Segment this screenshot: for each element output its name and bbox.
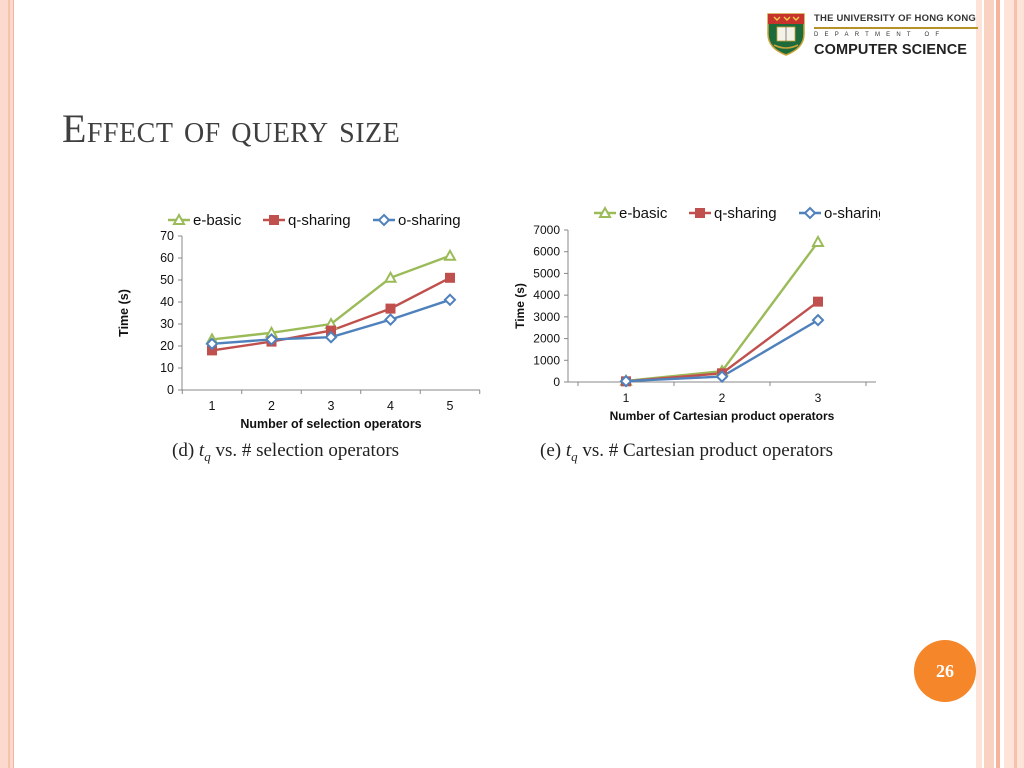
chart-e-svg: 0 1000 2000 3000 4000 5000 6000 7000 1 2 3 Number o… — [513, 205, 887, 423]
data-point-o-sharing — [443, 293, 457, 307]
legend-marker-o-sharing — [803, 206, 817, 220]
data-point-q-sharing — [385, 303, 396, 314]
y-tick-label: 3000 — [533, 310, 560, 324]
left-border-decoration — [0, 0, 14, 768]
legend-marker-e-basic — [172, 212, 186, 225]
caption-e-var: tq — [565, 440, 578, 464]
slide-title: Effect of query size — [62, 106, 401, 151]
data-point-o-sharing — [324, 330, 338, 344]
legend-label-o-sharing: o-sharing — [398, 212, 461, 229]
data-point-q-sharing — [813, 296, 823, 307]
y-tick-label: 0 — [553, 375, 560, 389]
legend-label-q-sharing: q-sharing — [714, 205, 777, 222]
y-tick-label: 1000 — [533, 353, 560, 367]
y-tick-label: 0 — [167, 383, 174, 397]
x-tick-label: 3 — [328, 399, 335, 413]
y-tick-label: 5000 — [533, 266, 560, 280]
caption-d-prefix: (d) — [172, 440, 195, 461]
caption-d-var: tq — [198, 440, 211, 464]
x-tick-label: 1 — [209, 399, 216, 413]
y-tick-label: 70 — [160, 229, 174, 243]
x-tick-label: 4 — [387, 399, 394, 413]
data-point-o-sharing — [384, 313, 397, 327]
data-point-e-basic — [811, 234, 825, 247]
logo-divider — [814, 27, 978, 29]
caption-e: (e) tq vs. # Cartesian product operators — [540, 440, 833, 465]
data-point-o-sharing — [205, 337, 219, 351]
x-tick-label: 2 — [719, 391, 726, 405]
series-line-e-basic — [625, 241, 819, 383]
chart-d-svg: 0 10 20 30 40 50 60 70 1 2 3 4 5 Number of selection … — [117, 212, 481, 431]
department-label: DEPARTMENT OF — [814, 32, 946, 38]
y-tick-label: 40 — [160, 295, 174, 309]
y-tick-label: 20 — [160, 339, 174, 353]
y-tick-label: 50 — [160, 273, 174, 287]
data-point-e-basic — [443, 248, 457, 261]
data-point-o-sharing — [265, 332, 278, 346]
legend-marker-o-sharing — [377, 213, 391, 227]
legend-marker-q-sharing — [269, 215, 279, 225]
caption-d-text: vs. # selection operators — [215, 440, 400, 461]
x-axis-title: Number of Cartesian product operators — [610, 409, 835, 423]
y-axis-title: Time (s) — [513, 283, 527, 329]
y-tick-label: 60 — [160, 251, 174, 265]
right-border-decoration — [976, 0, 1024, 768]
y-tick-label: 6000 — [533, 245, 560, 259]
hku-cs-logo: THE UNIVERSITY OF HONG KONG DEPARTMENT O… — [760, 10, 980, 60]
chart-cartesian-operators: 0 1000 2000 3000 4000 5000 6000 7000 1 2 3 Number o… — [510, 196, 887, 436]
y-tick-label: 10 — [160, 361, 174, 375]
x-tick-label: 2 — [268, 399, 275, 413]
data-point-o-sharing — [619, 374, 633, 388]
x-tick-label: 5 — [447, 399, 454, 413]
university-name: THE UNIVERSITY OF HONG KONG — [814, 13, 976, 24]
chart-selection-operators: 0 10 20 30 40 50 60 70 1 2 3 4 5 Number of selection … — [110, 200, 490, 440]
caption-e-prefix: (e) — [540, 440, 562, 461]
legend-marker-q-sharing — [695, 208, 705, 218]
legend-marker-e-basic — [598, 205, 612, 218]
y-tick-label: 7000 — [533, 223, 560, 237]
y-tick-label: 2000 — [533, 332, 560, 346]
page-number-badge: 26 — [914, 640, 976, 702]
data-point-e-basic — [383, 270, 398, 283]
department-name: COMPUTER SCIENCE — [814, 42, 968, 58]
legend-label-e-basic: e-basic — [619, 205, 668, 222]
x-tick-label: 3 — [815, 391, 822, 405]
data-point-q-sharing — [445, 272, 455, 283]
y-tick-label: 30 — [160, 317, 174, 331]
legend-label-e-basic: e-basic — [193, 212, 242, 229]
university-crest-icon — [767, 13, 805, 56]
data-point-o-sharing — [715, 370, 729, 383]
legend-label-o-sharing: o-sharing — [824, 205, 880, 222]
y-tick-label: 4000 — [533, 288, 560, 302]
data-point-o-sharing — [811, 313, 825, 327]
x-tick-label: 1 — [623, 391, 630, 405]
x-axis-title: Number of selection operators — [240, 417, 421, 431]
caption-d: (d) tq vs. # selection operators — [172, 440, 399, 465]
caption-e-text: vs. # Cartesian product operators — [582, 440, 834, 461]
y-axis-title: Time (s) — [117, 289, 131, 337]
legend-label-q-sharing: q-sharing — [288, 212, 351, 229]
